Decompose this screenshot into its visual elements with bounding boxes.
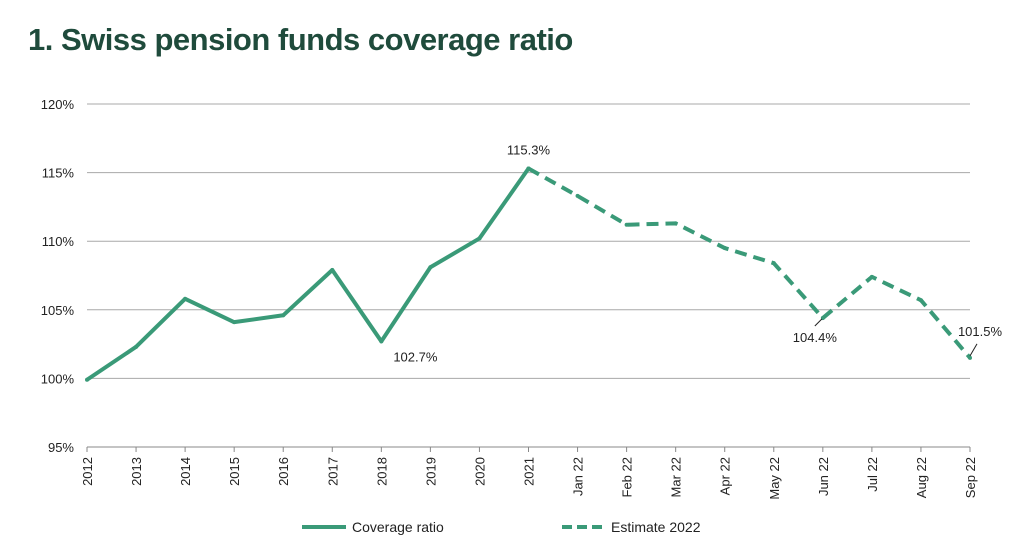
data-point	[232, 320, 237, 325]
data-point	[85, 377, 89, 382]
data-label: 115.3%	[507, 142, 551, 157]
x-tick-label: 2019	[423, 457, 438, 486]
data-point	[281, 313, 286, 318]
x-tick-label: Feb 22	[620, 457, 635, 497]
x-tick-label: Sep 22	[963, 457, 978, 498]
x-tick-label: 2020	[472, 457, 487, 486]
y-tick-label: 100%	[41, 371, 75, 386]
y-tick-label: 115%	[42, 166, 75, 181]
chart-title: 1. Swiss pension funds coverage ratio	[28, 22, 573, 57]
x-tick-label: Jan 22	[571, 457, 586, 496]
x-tick-label: Jul 22	[865, 457, 880, 492]
data-point	[134, 344, 139, 349]
data-point	[918, 298, 923, 303]
data-point	[722, 246, 727, 251]
x-tick-label: Jun 22	[816, 457, 831, 496]
y-tick-label: 110%	[42, 234, 75, 249]
y-tick-label: 95%	[48, 440, 74, 455]
data-point	[477, 236, 482, 241]
x-tick-label: 2021	[522, 457, 537, 486]
leader-line	[969, 343, 978, 357]
x-tick-label: 2015	[227, 457, 242, 486]
legend-label-estimate: Estimate 2022	[611, 519, 701, 535]
data-point	[428, 265, 433, 270]
data-point	[624, 222, 629, 227]
estimate-line	[527, 166, 972, 360]
data-point	[673, 221, 678, 226]
x-tick-label: 2016	[276, 457, 291, 486]
data-point	[526, 166, 531, 171]
coverage-ratio-line	[85, 167, 531, 382]
x-tick-label: 2013	[129, 457, 144, 486]
data-point	[183, 296, 188, 301]
data-point	[330, 268, 335, 273]
x-tick-label: Aug 22	[914, 457, 929, 498]
y-tick-label: 105%	[41, 303, 75, 318]
x-tick-label: May 22	[767, 457, 782, 500]
x-tick-label: Apr 22	[718, 457, 733, 495]
x-tick-label: 2018	[374, 457, 389, 486]
x-tick-label: 2012	[80, 457, 95, 486]
x-tick-label: 2017	[325, 457, 340, 486]
legend-label-coverage: Coverage ratio	[352, 519, 444, 535]
data-point	[379, 339, 384, 344]
data-label: 102.7%	[393, 349, 438, 364]
data-label: 101.5%	[958, 324, 1003, 339]
leader-line	[814, 318, 823, 327]
y-tick-label: 120%	[41, 97, 75, 112]
x-tick-label: 2014	[178, 457, 193, 486]
data-point	[575, 193, 580, 198]
data-label: 104.4%	[793, 330, 838, 345]
x-tick-label: Mar 22	[669, 457, 684, 497]
data-point	[771, 261, 776, 266]
data-point	[869, 274, 874, 279]
data-point	[968, 355, 972, 360]
